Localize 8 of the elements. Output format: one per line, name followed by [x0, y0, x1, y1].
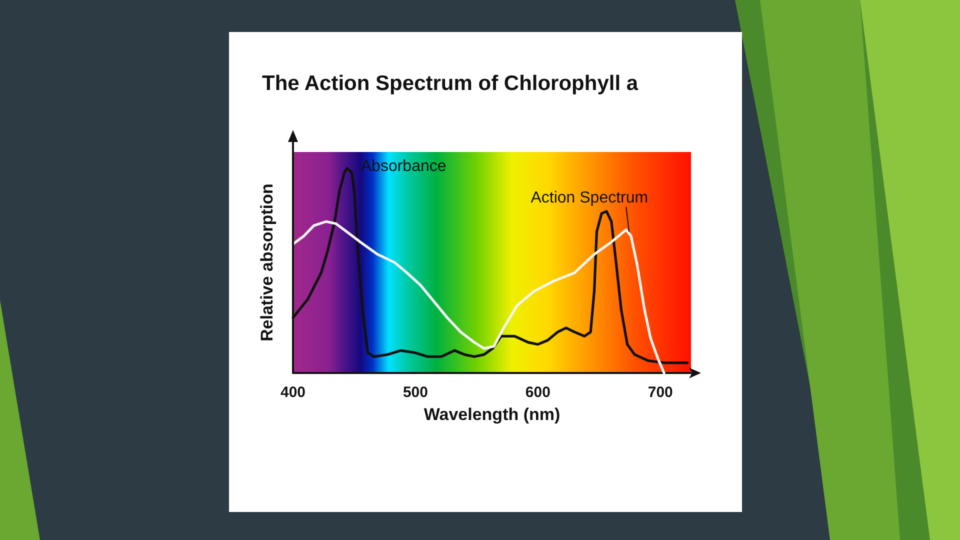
x-tick-label: 600 — [525, 384, 550, 401]
chart-title: The Action Spectrum of Chlorophyll a — [262, 72, 638, 95]
x-tick-label: 700 — [648, 384, 673, 401]
text: Action Spectrum — [530, 189, 648, 206]
y-axis-title: Relative absorption — [258, 184, 276, 342]
x-axis-title: Wavelength (nm) — [424, 405, 560, 424]
x-tick-label: 400 — [280, 384, 306, 401]
x-tick-label: 500 — [402, 384, 428, 401]
